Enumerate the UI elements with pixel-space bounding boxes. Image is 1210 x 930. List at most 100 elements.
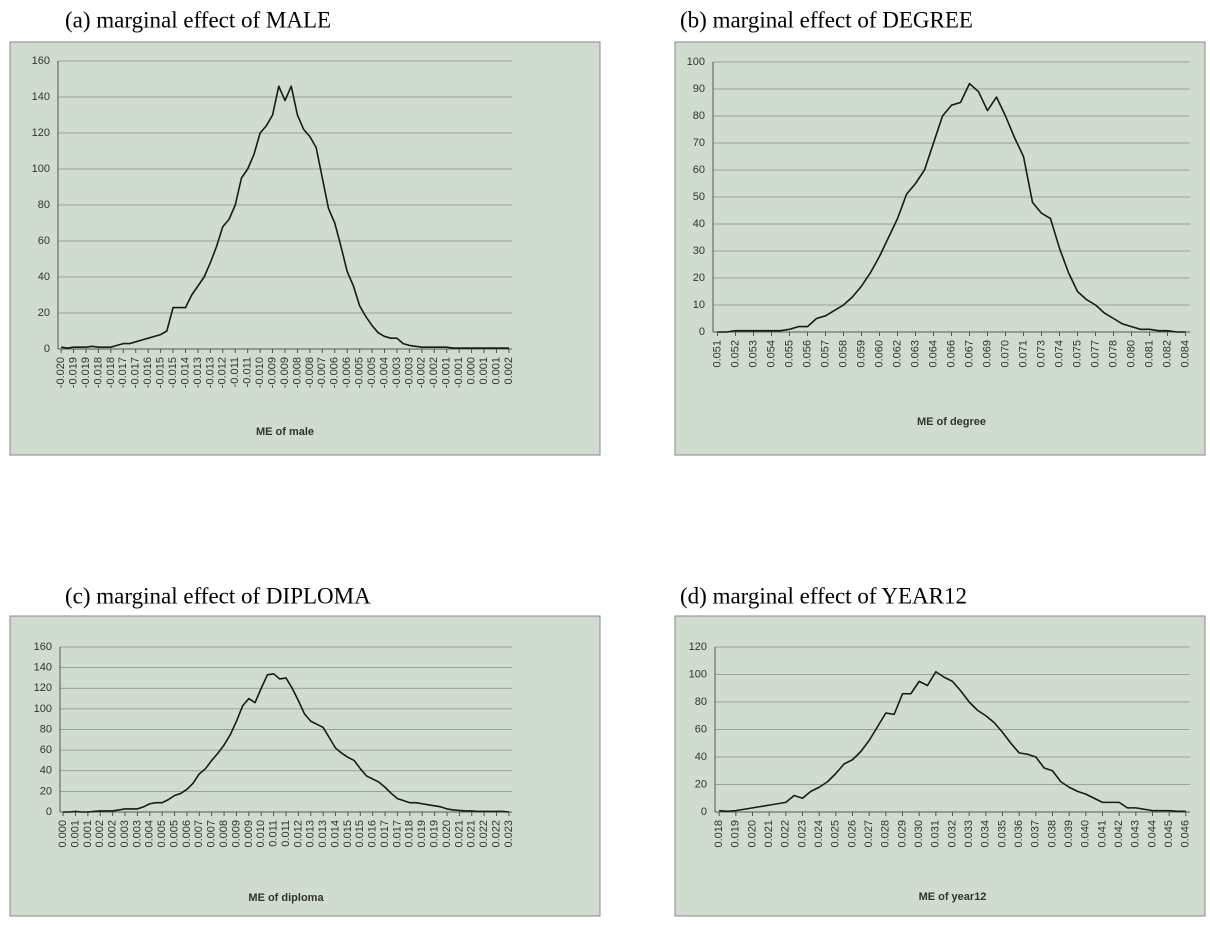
x-axis-title: ME of degree <box>917 416 986 428</box>
x-tick-label: 0.021 <box>763 820 775 848</box>
x-tick-label: -0.004 <box>378 357 390 388</box>
x-tick-label: 0.059 <box>855 340 867 368</box>
x-tick-label: 0.015 <box>342 820 354 848</box>
x-tick-label: 0.062 <box>891 340 903 368</box>
x-tick-label: 0.018 <box>404 820 416 848</box>
x-tick-label: 0.005 <box>156 820 168 848</box>
x-tick-label: 0.027 <box>863 820 875 848</box>
y-tick-label: 60 <box>38 235 50 247</box>
y-tick-label: 120 <box>689 641 707 653</box>
x-tick-label: 0.040 <box>1080 820 1092 848</box>
x-tick-label: -0.010 <box>254 357 266 388</box>
x-tick-label: -0.001 <box>453 357 465 388</box>
x-tick-label: -0.005 <box>366 357 378 388</box>
x-tick-label: 0.009 <box>243 820 255 848</box>
x-tick-label: -0.013 <box>204 357 216 388</box>
x-tick-label: 0.073 <box>1035 340 1047 368</box>
x-tick-label: 0.020 <box>746 820 758 848</box>
x-tick-label: 0.003 <box>119 820 131 848</box>
x-tick-label: -0.009 <box>266 357 278 388</box>
y-tick-label: 20 <box>38 307 50 319</box>
x-tick-label: 0.001 <box>478 357 490 385</box>
y-tick-label: 40 <box>40 765 52 777</box>
x-tick-label: 0.022 <box>478 820 490 848</box>
x-tick-label: 0.002 <box>94 820 106 848</box>
data-line <box>719 670 1186 813</box>
x-tick-label: 0.024 <box>813 820 825 848</box>
x-tick-label: 0.078 <box>1107 340 1119 368</box>
x-tick-label: 0.036 <box>1013 820 1025 848</box>
x-tick-label: 0.031 <box>930 820 942 848</box>
x-tick-label: 0.045 <box>1163 820 1175 848</box>
x-tick-label: 0.052 <box>729 340 741 368</box>
x-tick-label: -0.014 <box>179 357 191 388</box>
chart-panel: (d) marginal effect of YEAR12 0 20 40 60 80 10… <box>674 583 1206 917</box>
y-tick-label: 0 <box>701 806 707 818</box>
x-tick-label: 0.041 <box>1096 820 1108 848</box>
x-tick-label: 0.039 <box>1063 820 1075 848</box>
y-tick-label: 100 <box>689 668 707 680</box>
x-tick-label: 0.007 <box>193 820 205 848</box>
x-tick-label: 0.035 <box>996 820 1008 848</box>
x-tick-label: 0.001 <box>69 820 81 848</box>
x-tick-label: 0.080 <box>1125 340 1137 368</box>
chart-area <box>674 615 1206 917</box>
y-tick-label: 80 <box>693 110 705 122</box>
x-tick-label: -0.015 <box>167 357 179 388</box>
y-tick-label: 100 <box>34 703 52 715</box>
x-tick-label: -0.018 <box>105 357 117 388</box>
y-tick-label: 140 <box>34 662 52 674</box>
x-tick-label: -0.003 <box>403 357 415 388</box>
x-tick-label: 0.058 <box>837 340 849 368</box>
x-tick-label: 0.015 <box>354 820 366 848</box>
y-tick-label: 80 <box>40 723 52 735</box>
x-tick-label: 0.001 <box>82 820 94 848</box>
y-tick-label: 140 <box>32 91 50 103</box>
x-tick-label: 0.011 <box>268 820 280 847</box>
x-tick-label: 0.063 <box>909 340 921 368</box>
y-tick-label: 80 <box>695 696 707 708</box>
x-tick-label: 0.006 <box>181 820 193 848</box>
y-tick-label: 160 <box>34 641 52 653</box>
y-tick-label: 120 <box>34 682 52 694</box>
y-tick-label: 100 <box>687 56 705 68</box>
x-tick-label: 0.053 <box>747 340 759 368</box>
x-tick-label: -0.016 <box>142 357 154 388</box>
x-tick-label: 0.034 <box>980 820 992 848</box>
x-tick-label: 0.002 <box>503 357 515 385</box>
x-tick-label: -0.011 <box>229 357 241 387</box>
x-tick-label: 0.046 <box>1180 820 1192 848</box>
x-tick-label: 0.002 <box>107 820 119 848</box>
x-tick-label: -0.003 <box>391 357 403 388</box>
x-tick-label: 0.003 <box>131 820 143 848</box>
x-tick-label: 0.042 <box>1113 820 1125 848</box>
x-tick-label: 0.022 <box>780 820 792 848</box>
x-tick-label: 0.055 <box>783 340 795 368</box>
y-tick-label: 90 <box>693 83 705 95</box>
x-tick-label: 0.019 <box>429 820 441 848</box>
x-tick-label: -0.013 <box>192 357 204 388</box>
x-tick-label: 0.033 <box>963 820 975 848</box>
x-tick-label: 0.017 <box>391 820 403 848</box>
x-tick-label: 0.013 <box>305 820 317 848</box>
x-tick-label: 0.025 <box>830 820 842 848</box>
x-tick-label: -0.019 <box>67 357 79 388</box>
y-tick-label: 20 <box>695 778 707 790</box>
x-tick-label: 0.026 <box>846 820 858 848</box>
x-tick-label: 0.044 <box>1146 820 1158 848</box>
x-tick-label: -0.006 <box>329 357 341 388</box>
chart-title: (c) marginal effect of DIPLOMA <box>65 583 371 608</box>
chart-panel: (a) marginal effect of MALE 0 20 40 60 80 100 1… <box>9 7 601 456</box>
x-tick-label: 0.064 <box>927 340 939 368</box>
x-tick-label: 0.007 <box>206 820 218 848</box>
x-tick-label: -0.017 <box>117 357 129 388</box>
y-tick-label: 80 <box>38 199 50 211</box>
x-tick-label: -0.007 <box>316 357 328 388</box>
y-tick-label: 40 <box>695 751 707 763</box>
x-tick-label: 0.005 <box>168 820 180 848</box>
chart-area <box>9 615 601 917</box>
x-tick-label: 0.004 <box>144 820 156 848</box>
x-axis-title: ME of diploma <box>248 892 324 904</box>
x-tick-label: 0.077 <box>1089 340 1101 368</box>
x-tick-label: 0.018 <box>713 820 725 848</box>
